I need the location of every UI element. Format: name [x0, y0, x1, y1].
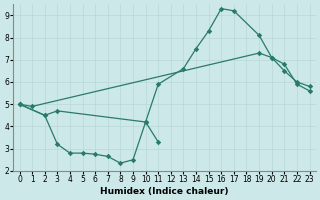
X-axis label: Humidex (Indice chaleur): Humidex (Indice chaleur)	[100, 187, 229, 196]
